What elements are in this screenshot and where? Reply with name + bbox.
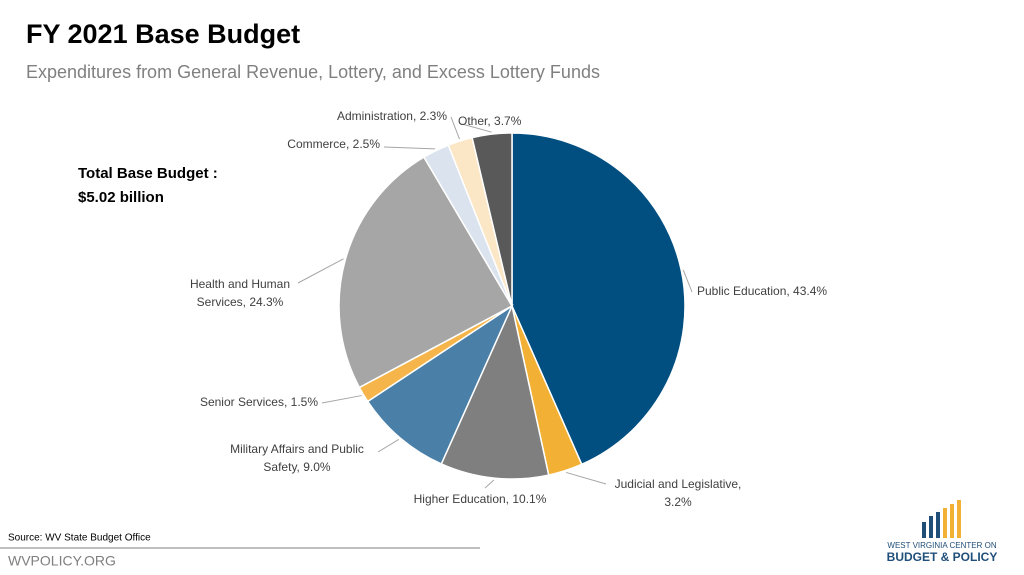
slice-label: Judicial and Legislative, <box>615 477 742 491</box>
leader-line <box>450 116 460 140</box>
logo-text: WEST VIRGINIA CENTER ON <box>887 541 996 550</box>
pie-slice <box>366 303 514 465</box>
annotation: Total Base Budget : <box>78 165 218 182</box>
slice-label: Commerce, 2.5% <box>287 137 380 151</box>
footer-site: WVPOLICY.ORG <box>8 553 116 569</box>
source: Source: WV State Budget Office <box>8 533 151 544</box>
pie-slice <box>338 156 514 389</box>
slice-label: Higher Education, 10.1% <box>414 492 547 506</box>
slice-label: 3.2% <box>664 495 692 509</box>
chart-title: FY 2021 Base Budget <box>26 19 300 49</box>
slice-label: Health and Human <box>190 277 290 291</box>
chart-subtitle: Expenditures from General Revenue, Lotte… <box>26 62 600 82</box>
slice-label: Public Education, 43.4% <box>697 284 827 298</box>
slice-label: Safety, 9.0% <box>263 460 330 474</box>
slice-label: Other, 3.7% <box>458 114 522 128</box>
pie-slice <box>440 303 550 480</box>
leader-line <box>377 438 400 453</box>
pie-slice <box>471 132 513 307</box>
leader-line <box>383 146 436 150</box>
leader-line <box>297 258 344 284</box>
pie-slice <box>511 132 686 466</box>
leader-line <box>484 479 495 489</box>
logo-text: BUDGET & POLICY <box>887 550 998 564</box>
slice-label: Services, 24.3% <box>197 295 284 309</box>
leader-line <box>321 395 362 404</box>
slice-label: Administration, 2.3% <box>337 109 447 123</box>
leader-line <box>461 123 492 133</box>
leader-line <box>565 471 607 485</box>
logo-bars <box>922 500 961 538</box>
slice-label: Military Affairs and Public <box>230 442 364 456</box>
leader-line <box>682 269 693 293</box>
slice-label: Senior Services, 1.5% <box>200 395 318 409</box>
annotation: $5.02 billion <box>78 189 164 206</box>
